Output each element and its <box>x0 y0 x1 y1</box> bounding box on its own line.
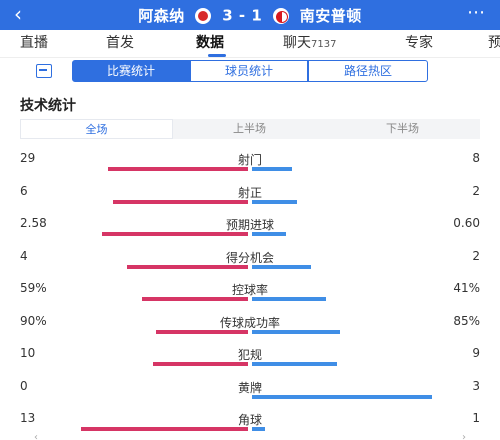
period-switch: 全场 上半场 下半场 <box>20 119 480 139</box>
stat-away-value: 2 <box>472 248 480 263</box>
stat-home-value: 13 <box>20 411 36 425</box>
away-team-name: 南安普顿 <box>299 7 362 25</box>
tab-chat-label: 聊天 <box>283 35 311 51</box>
stat-home-bar <box>127 264 248 269</box>
score-line: 阿森纳 3 - 1 南安普顿 <box>0 5 500 26</box>
match-header: ‹ 阿森纳 3 - 1 南安普顿 ⋯ <box>0 0 500 30</box>
stat-row: 59% 控球率 41% <box>0 281 500 313</box>
stat-row: 2.58 预期进球 0.60 <box>0 216 500 248</box>
stat-home-value: 0 <box>20 378 28 393</box>
segment-heatmap[interactable]: 路径热区 <box>308 60 428 82</box>
stat-home-bar <box>142 297 248 301</box>
section-title: 技术统计 <box>20 98 76 114</box>
tab-prediction[interactable]: 预 <box>488 32 500 52</box>
stat-home-bar <box>113 199 248 204</box>
stat-away-bar <box>252 394 432 399</box>
stat-home-bar <box>102 232 248 236</box>
stat-away-value: 2 <box>472 183 480 198</box>
stat-row: 10 犯规 9 <box>0 346 500 378</box>
back-arrow-icon[interactable]: ‹ <box>14 2 22 26</box>
stat-away-bar <box>252 232 286 236</box>
chevron-left-icon: ‹ <box>34 432 38 440</box>
stat-away-value: 0.60 <box>453 216 480 230</box>
southampton-crest-icon <box>273 7 289 24</box>
stat-name: 犯规 <box>237 348 262 362</box>
tab-prediction-label: 预 <box>488 35 500 51</box>
stat-home-bar <box>108 167 248 171</box>
stat-away-bar <box>252 167 292 171</box>
stat-name: 射门 <box>237 153 262 167</box>
stat-away-bar <box>252 329 340 334</box>
stat-away-value: 8 <box>472 151 480 165</box>
stat-row: 29 射门 8 <box>0 151 500 183</box>
stat-home-value: 4 <box>20 248 28 263</box>
document-icon[interactable] <box>36 64 52 78</box>
stat-away-value: 85% <box>453 313 480 328</box>
tab-lineup[interactable]: 首发 <box>106 32 134 52</box>
active-tab-indicator <box>208 54 226 57</box>
stat-home-value: 29 <box>20 151 36 165</box>
stat-away-bar <box>252 427 265 431</box>
match-score: 3 - 1 <box>222 6 263 25</box>
main-tabs: 直播 首发 数据 聊天7137 专家 预 <box>0 30 500 58</box>
stat-away-bar <box>252 199 297 204</box>
tab-expert[interactable]: 专家 <box>405 32 433 52</box>
stat-name: 预期进球 <box>225 218 274 232</box>
chat-count: 7137 <box>311 39 337 50</box>
arsenal-crest-icon <box>195 7 212 24</box>
tab-chat[interactable]: 聊天7137 <box>283 32 336 52</box>
stat-row: 90% 传球成功率 85% <box>0 314 500 346</box>
segment-match-stats[interactable]: 比赛统计 <box>72 60 190 82</box>
period-first-half[interactable]: 上半场 <box>233 122 266 135</box>
stat-row: 4 得分机会 2 <box>0 249 500 281</box>
stat-away-bar <box>252 362 337 366</box>
stat-away-bar <box>252 264 311 269</box>
home-team-name: 阿森纳 <box>138 7 185 25</box>
stat-name: 角球 <box>237 413 262 427</box>
tab-expert-label: 专家 <box>405 35 433 51</box>
stat-away-value: 41% <box>453 281 480 295</box>
stat-row: 6 射正 2 <box>0 184 500 216</box>
stat-home-value: 2.58 <box>20 216 47 230</box>
tab-stats[interactable]: 数据 <box>196 32 224 52</box>
stat-home-bar <box>156 329 248 334</box>
stat-home-value: 10 <box>20 346 36 360</box>
stat-name: 射正 <box>237 185 262 200</box>
chevron-right-icon: › <box>462 432 466 440</box>
tab-lineup-label: 首发 <box>106 35 134 51</box>
stat-home-value: 90% <box>20 313 47 328</box>
period-second-half[interactable]: 下半场 <box>386 122 419 135</box>
stat-row: 13 角球 1 <box>0 411 500 440</box>
tab-live[interactable]: 直播 <box>20 32 48 52</box>
segment-player-stats[interactable]: 球员统计 <box>190 60 308 82</box>
stat-home-bar <box>153 362 248 366</box>
tab-stats-label: 数据 <box>196 35 224 51</box>
stat-name: 得分机会 <box>225 250 274 265</box>
stat-name: 传球成功率 <box>219 315 280 330</box>
scroll-footer: ‹ › <box>0 430 500 440</box>
stat-home-value: 6 <box>20 183 28 198</box>
stat-away-value: 1 <box>472 411 480 425</box>
stat-name: 黄牌 <box>237 380 262 395</box>
tab-live-label: 直播 <box>20 35 48 51</box>
stat-away-bar <box>252 297 326 301</box>
stat-name: 控球率 <box>231 283 268 297</box>
stats-type-switch: 比赛统计 球员统计 路径热区 <box>0 60 500 84</box>
stat-home-value: 59% <box>20 281 47 295</box>
stat-away-value: 9 <box>472 346 480 360</box>
stat-away-value: 3 <box>472 378 480 393</box>
more-dots-icon[interactable]: ⋯ <box>467 2 486 23</box>
stat-row: 0 黄牌 3 <box>0 379 500 411</box>
stat-home-bar <box>81 427 248 431</box>
period-full[interactable]: 全场 <box>20 119 173 139</box>
